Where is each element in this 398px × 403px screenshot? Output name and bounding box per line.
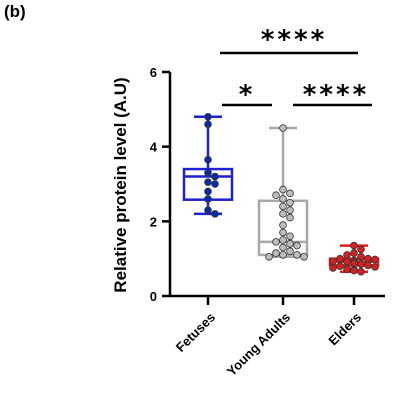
data-point (204, 120, 212, 129)
data-point (364, 254, 372, 263)
x-tick-label: Young Adults (224, 310, 293, 379)
panel-label: (b) (4, 2, 26, 21)
data-point (364, 261, 372, 270)
data-point (300, 252, 308, 261)
data-point (279, 251, 287, 259)
data-point (286, 198, 294, 207)
data-point (286, 232, 294, 241)
axes: 0 2 4 6 Fetuses Young Adults Elders (150, 65, 385, 379)
data-point (279, 185, 287, 194)
data-point (357, 252, 365, 261)
data-point (286, 189, 294, 198)
significance-label: * (239, 80, 256, 110)
data-point (293, 251, 301, 259)
data-point (371, 263, 379, 271)
data-point (357, 245, 365, 254)
data-point (279, 243, 287, 252)
data-point (343, 251, 351, 259)
significance-label: **** (303, 80, 369, 110)
x-tick-label: Elders (325, 310, 364, 349)
data-point (265, 252, 273, 261)
data-point (293, 241, 301, 250)
y-tick-label: 4 (150, 140, 158, 155)
data-point (211, 172, 219, 181)
data-point (204, 187, 212, 196)
data-point (279, 210, 287, 218)
data-point (204, 113, 212, 121)
data-point (357, 267, 365, 276)
data-point (357, 260, 365, 269)
data-point (371, 255, 379, 264)
data-point (329, 257, 337, 266)
data-point (329, 264, 337, 272)
data-point (286, 239, 294, 248)
data-point (211, 180, 219, 188)
data-point (272, 249, 280, 257)
data-point (350, 259, 358, 267)
data-point (204, 195, 212, 203)
data-point (272, 238, 280, 246)
data-point (204, 206, 212, 214)
data-point (343, 257, 351, 266)
data-point (279, 221, 287, 229)
data-points (204, 113, 379, 276)
data-point (279, 195, 287, 203)
data-point (350, 249, 358, 257)
data-point (350, 241, 358, 250)
data-point (286, 206, 294, 214)
data-point (343, 265, 351, 273)
data-point (286, 247, 294, 256)
significance-brackets: ***** **** (220, 25, 372, 110)
data-point (279, 202, 287, 211)
data-point (204, 155, 212, 164)
data-point (279, 228, 287, 237)
data-point (336, 254, 344, 263)
data-point (204, 178, 212, 186)
data-point (204, 169, 212, 177)
y-tick-label: 0 (150, 289, 157, 304)
y-tick-label: 2 (150, 214, 157, 229)
x-tick-label: Fetuses (173, 310, 218, 355)
data-point (286, 213, 294, 222)
data-point (336, 262, 344, 270)
data-point (272, 191, 280, 200)
data-point (279, 236, 287, 244)
y-axis-label: Relative protein level (A.U) (111, 77, 130, 292)
y-tick-label: 6 (150, 65, 157, 80)
data-point (211, 210, 219, 218)
significance-label: **** (261, 25, 327, 55)
data-point (279, 124, 287, 132)
data-point (350, 266, 358, 275)
